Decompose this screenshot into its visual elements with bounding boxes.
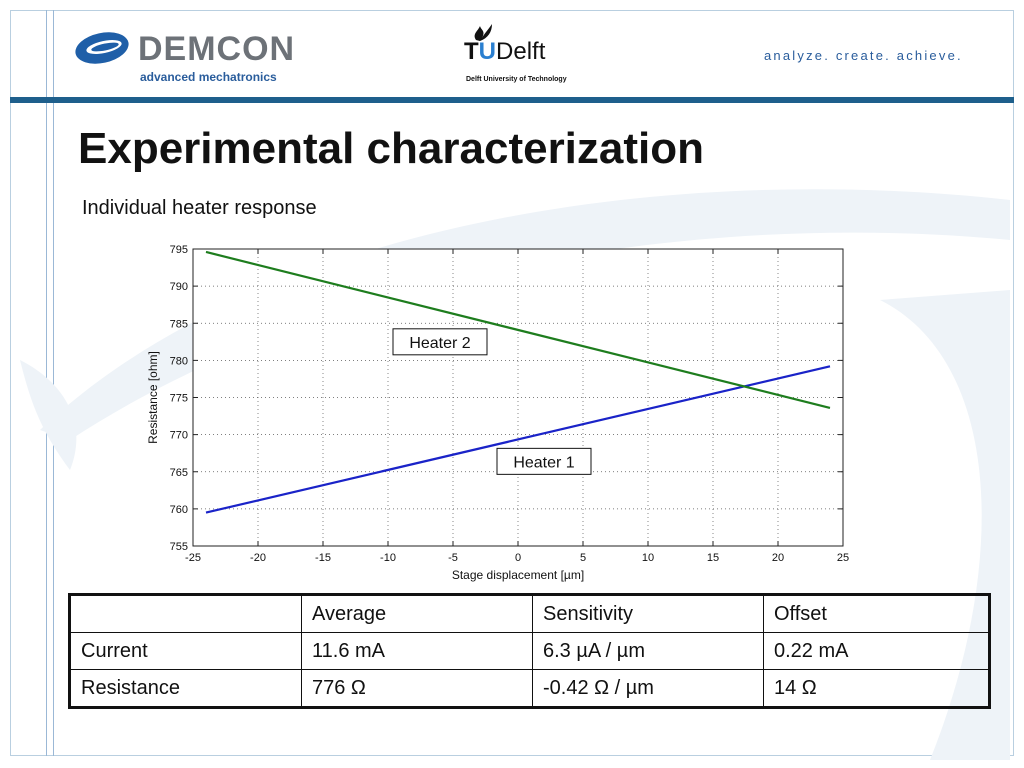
demcon-ellipse-icon — [75, 32, 129, 64]
header-bar — [10, 97, 1014, 103]
tudelft-wordmark: TUDelft — [464, 38, 545, 66]
table-header-cell — [69, 594, 302, 633]
x-tick-label: -25 — [185, 552, 201, 564]
annotation-box — [496, 447, 592, 475]
flame-icon — [474, 24, 492, 41]
margin-rule-inner — [53, 10, 54, 756]
y-tick-label: 795 — [170, 244, 188, 256]
slogan: analyze. create. achieve. — [764, 48, 963, 63]
annotation-label: Heater 1 — [513, 454, 574, 471]
demcon-tagline: advanced mechatronics — [140, 70, 277, 84]
table-row: Resistance 776 Ω -0.42 Ω / µm 14 Ω — [69, 669, 990, 708]
table-cell: Resistance — [69, 669, 302, 708]
y-tick-label: 775 — [170, 393, 188, 405]
y-tick-label: 780 — [170, 355, 188, 367]
tud-letter-t: T — [464, 38, 479, 65]
x-tick-label: 15 — [707, 552, 719, 564]
x-tick-label: -10 — [380, 552, 396, 564]
x-tick-label: -20 — [250, 552, 266, 564]
series-line — [205, 365, 831, 514]
summary-table: Average Sensitivity Offset Current 11.6 … — [68, 593, 991, 709]
y-tick-label: 755 — [170, 541, 188, 553]
series-layer — [205, 250, 831, 514]
y-tick-label: 765 — [170, 467, 188, 479]
annotation-box — [392, 328, 488, 356]
table-cell: 6.3 µA / µm — [532, 632, 764, 670]
y-tick-label: 770 — [170, 430, 188, 442]
annotation-layer: Heater 2 Heater 1 — [392, 328, 592, 475]
demcon-logo: DEMCON advanced mechatronics — [74, 30, 294, 86]
y-tick-label: 760 — [170, 504, 188, 516]
x-tick-label: -15 — [315, 552, 331, 564]
x-tick-label: 10 — [642, 552, 654, 564]
x-tick-label: 0 — [515, 552, 521, 564]
x-tick-label: 5 — [580, 552, 586, 564]
slide-frame — [10, 10, 1014, 756]
demcon-wordmark: DEMCON — [138, 30, 296, 68]
axis-ticks: -25 -20 -15 -10 -5 0 5 10 15 20 25 755 760 765 770 775 7… — [170, 244, 849, 564]
table-header-row: Average Sensitivity Offset — [69, 594, 990, 633]
x-axis-label: Stage displacement [µm] — [452, 568, 584, 582]
y-tick-label: 790 — [170, 281, 188, 293]
table-cell: 11.6 mA — [301, 632, 533, 670]
x-tick-label: 20 — [772, 552, 784, 564]
x-tick-label: 25 — [837, 552, 849, 564]
slide-title: Experimental characterization — [78, 124, 705, 173]
y-tick-label: 785 — [170, 318, 188, 330]
table-cell: -0.42 Ω / µm — [532, 669, 764, 708]
table-header-cell: Sensitivity — [532, 594, 764, 633]
tudelft-logo: TUDelft Delft University of Technology — [462, 22, 592, 88]
annotation-label: Heater 2 — [409, 335, 470, 352]
series-line — [205, 250, 831, 409]
tud-letter-u: U — [478, 38, 497, 65]
table-cell: 0.22 mA — [763, 632, 990, 670]
table-cell: Current — [69, 632, 302, 670]
table-header-cell: Offset — [763, 594, 990, 633]
table-cell: 776 Ω — [301, 669, 533, 708]
tud-delft-text: Delft — [496, 38, 546, 65]
table-header-cell: Average — [301, 594, 533, 633]
slide-subtitle: Individual heater response — [82, 197, 317, 219]
x-tick-label: -5 — [448, 552, 458, 564]
y-axis-label: Resistance [ohm] — [146, 351, 160, 444]
table-row: Current 11.6 mA 6.3 µA / µm 0.22 mA — [69, 632, 990, 670]
tudelft-subtitle: Delft University of Technology — [466, 76, 567, 83]
table-cell: 14 Ω — [763, 669, 990, 708]
